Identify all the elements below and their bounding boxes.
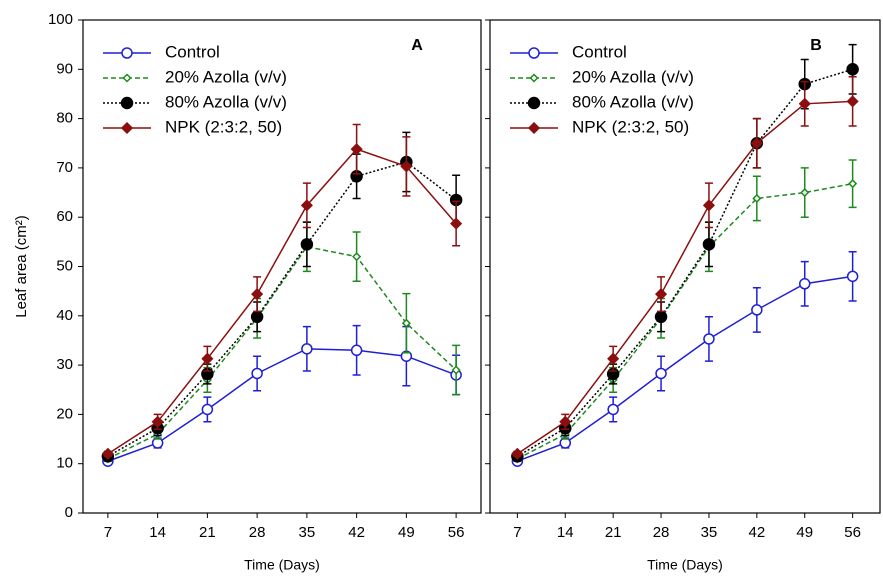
marker [750,137,763,150]
x-tick-label: 7 [513,524,521,541]
marker [301,343,313,355]
legend-label: 80% Azolla (v/v) [165,92,287,111]
marker [752,193,762,204]
marker [846,95,859,108]
marker [511,447,524,460]
x-tick-label: 21 [605,524,622,541]
marker [798,278,811,290]
marker [846,63,859,76]
marker [400,160,413,173]
legend-marker [529,73,539,83]
x-tick-label: 49 [398,524,415,541]
marker [101,447,114,460]
marker [251,288,264,301]
marker [846,270,859,283]
legend-marker [120,96,134,110]
series-line [516,100,853,455]
series-line [107,161,457,457]
panel-label: A [411,37,423,54]
marker [300,199,313,212]
x-tick-label: 7 [104,524,112,541]
y-tick-label: 70 [56,159,73,176]
x-tick-label: 49 [796,524,813,541]
marker [559,415,572,428]
marker [251,367,263,380]
marker [201,352,214,365]
x-tick-label: 35 [299,524,316,541]
marker [350,344,363,357]
marker [300,238,314,251]
legend-marker [527,96,541,110]
y-tick-label: 30 [56,356,73,373]
y-tick-label: 90 [56,60,73,77]
marker [250,310,264,324]
legend-label: Control [572,42,627,61]
marker [352,252,362,262]
x-tick-label: 28 [653,524,670,541]
x-axis-label: Time (Days) [244,557,320,573]
marker [702,238,716,251]
y-tick-label: 10 [56,455,73,472]
marker [401,318,411,328]
legend-label: 20% Azolla (v/v) [572,67,694,86]
legend-label: NPK (2:3:2, 50) [165,117,282,136]
marker [151,415,164,428]
marker [451,365,461,375]
series-line [517,275,853,462]
x-tick-label: 56 [844,524,861,541]
marker [655,367,667,380]
x-tick-label: 56 [448,524,465,541]
x-axis-label: Time (Days) [647,557,723,573]
x-tick-label: 35 [701,524,718,541]
legend-label: 20% Azolla (v/v) [165,67,287,86]
x-tick-label: 21 [199,524,216,541]
marker [654,310,668,324]
marker [702,199,716,212]
legend-marker [122,73,132,83]
marker [798,97,811,110]
y-axis-label: Leaf area (cm²) [13,215,30,318]
series-line [107,348,457,462]
x-tick-label: 28 [249,524,266,541]
marker [703,333,715,345]
series-line [107,245,457,460]
x-tick-label: 42 [748,524,765,541]
series-line [107,148,457,455]
legend-label: NPK (2:3:2, 50) [572,117,689,136]
marker [607,352,620,365]
x-tick-label: 42 [348,524,365,541]
legend-label: 80% Azolla (v/v) [572,92,694,111]
marker [350,143,363,156]
y-tick-label: 100 [48,11,73,28]
legend-marker [528,47,540,59]
series-line [516,68,853,457]
marker [654,288,668,301]
marker [751,304,763,316]
y-tick-label: 0 [65,504,73,521]
legend-label: Control [165,42,220,61]
marker [450,217,463,230]
y-tick-label: 80 [56,110,73,127]
marker [607,403,619,416]
panel-label: B [810,37,822,54]
series-line [517,182,853,460]
y-tick-label: 50 [56,257,73,274]
y-tick-label: 20 [56,405,73,422]
y-tick-label: 40 [56,307,73,324]
x-tick-label: 14 [557,524,574,541]
y-tick-label: 60 [56,208,73,225]
legend-marker [527,121,541,135]
marker [800,187,810,198]
legend-marker [121,47,133,59]
x-tick-label: 14 [149,524,166,541]
marker [201,403,214,416]
marker [848,179,858,189]
legend-marker [120,121,134,135]
